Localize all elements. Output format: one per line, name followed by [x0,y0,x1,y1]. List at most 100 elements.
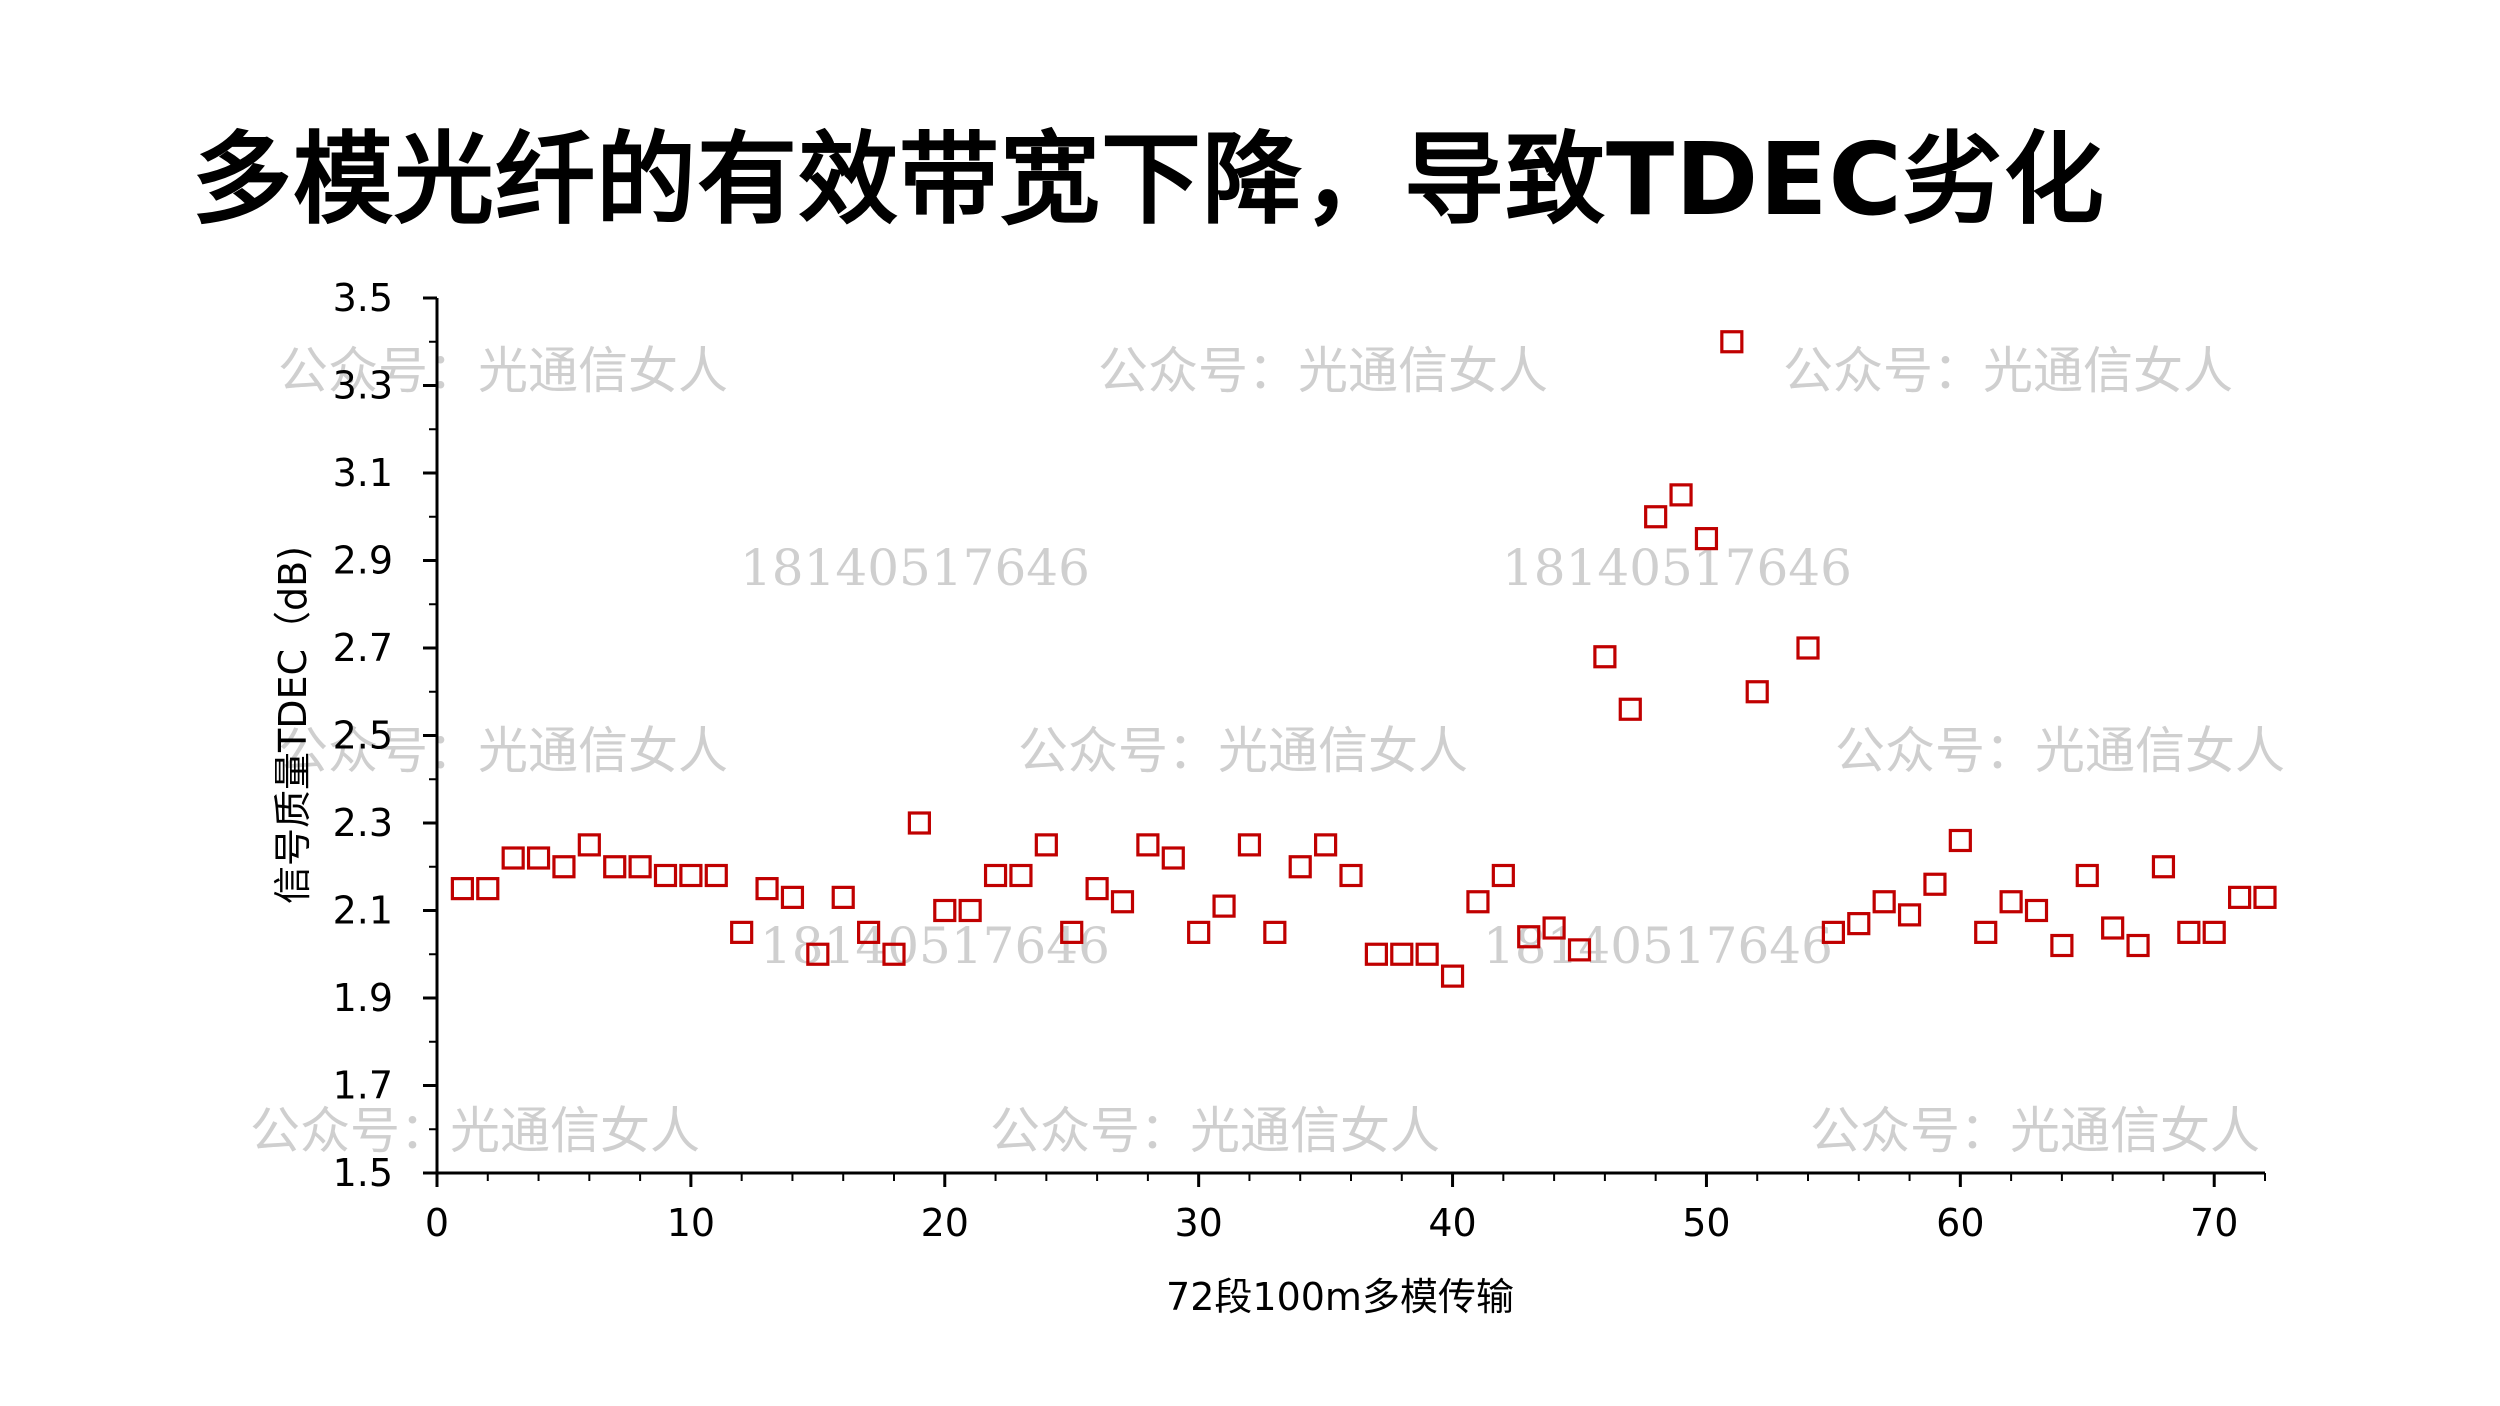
data-point [1339,863,1363,888]
watermark-account: 公众号：光通信女人 [1835,722,2285,780]
data-point [1314,833,1338,857]
data-point [1491,863,1515,888]
y-tick-label: 1.5 [333,1151,393,1195]
data-point [1440,964,1465,988]
data-point [1085,877,1109,901]
watermark-account: 公众号：光通信女人 [1018,722,1468,780]
data-point [1847,912,1871,936]
data-point [2024,898,2049,923]
data-point [552,855,576,879]
data-point [1796,636,1820,660]
y-tick-label: 3.1 [333,451,393,495]
data-point [983,863,1008,888]
data-point [1923,872,1947,896]
data-point [1110,890,1135,914]
watermark-account: 公众号：光通信女人 [1810,1102,2260,1160]
data-point [2101,916,2125,940]
data-point [1263,920,1287,944]
data-point [831,885,855,909]
y-tick-label: 2.1 [333,889,393,933]
data-point [1187,920,1211,944]
data-point [1237,833,1262,857]
data-point [1060,920,1084,944]
y-tick-label: 2.5 [333,714,393,758]
watermark-account: 公众号：光通信女人 [250,1102,700,1160]
data-point [1644,505,1668,529]
data-point [476,877,500,901]
data-point [1034,833,1058,857]
data-point [1288,855,1312,879]
watermark-phone: 18140517646 [1502,539,1852,597]
data-point [1974,920,1998,944]
data-point [2126,933,2150,958]
data-point [2253,885,2277,909]
data-point [1212,894,1236,918]
x-tick-label: 30 [1174,1201,1222,1245]
data-point [1136,833,1160,857]
watermark-account: 公众号：光通信女人 [278,342,728,400]
data-point [2177,920,2201,944]
data-point [2151,855,2176,879]
x-tick-label: 0 [425,1201,449,1245]
data-point [958,898,982,923]
data-point [653,863,678,888]
data-point [679,863,703,888]
x-tick-label: 60 [1936,1201,1984,1245]
data-point [526,846,551,870]
data-point [780,885,805,909]
data-point [2050,933,2074,958]
data-point [577,833,601,857]
data-point [603,855,627,879]
data-point [1466,890,1490,914]
data-point [1694,527,1719,551]
watermark-phone: 18140517646 [740,539,1090,597]
data-point [704,863,728,888]
data-point [1593,645,1617,669]
data-point [1390,942,1414,966]
watermark-account: 公众号：光通信女人 [278,722,728,780]
data-point [1542,916,1566,940]
y-tick-label: 2.3 [333,801,393,845]
data-point [1567,938,1592,962]
data-point [501,846,525,870]
x-axis-title: 72段100m多模传输 [1166,1275,1514,1319]
watermark-account: 公众号：光通信女人 [1098,342,1548,400]
x-tick-label: 10 [667,1201,715,1245]
x-tick-label: 20 [921,1201,969,1245]
y-tick-label: 2.7 [333,626,393,670]
data-point [1364,942,1388,966]
x-tick-label: 40 [1428,1201,1476,1245]
y-axis-title: 信号质量TDEC（dB) [271,546,315,904]
x-tick-label: 50 [1682,1201,1730,1245]
data-point [1009,863,1033,888]
data-point [857,920,881,944]
data-point [755,877,779,901]
data-point [730,920,754,944]
data-point [1161,846,1185,870]
data-point [2228,885,2252,909]
y-tick-label: 1.7 [333,1064,393,1108]
data-point [1745,680,1769,704]
data-point [1897,903,1922,927]
data-point [907,811,931,835]
data-point [1720,330,1744,354]
data-point [1415,942,1439,966]
data-point [882,942,906,966]
watermark-account: 公众号：光通信女人 [1783,342,2233,400]
data-point [2202,920,2226,944]
data-point [933,898,957,923]
data-point [628,855,652,879]
data-point [450,877,474,901]
y-tick-label: 3.3 [333,364,393,408]
data-point [1872,890,1896,914]
data-point [1618,697,1642,721]
data-point [1821,920,1845,944]
watermark-phone: 18140517646 [760,917,1110,975]
watermark-phone: 18140517646 [1483,917,1833,975]
y-tick-label: 1.9 [333,976,393,1020]
data-point [806,942,830,966]
x-tick-label: 70 [2190,1201,2238,1245]
data-points [450,330,2277,988]
